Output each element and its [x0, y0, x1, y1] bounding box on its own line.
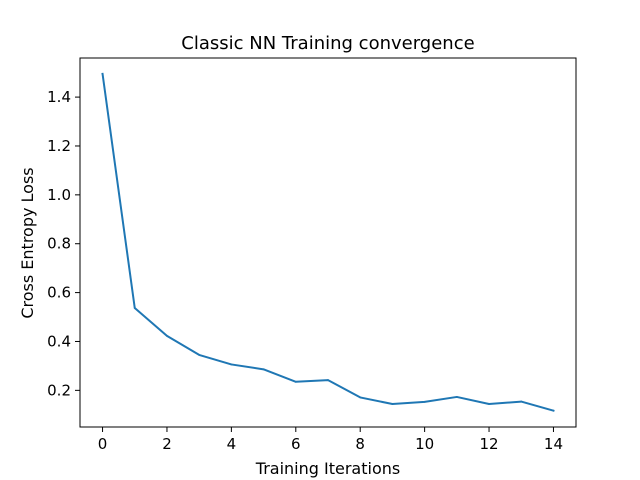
- chart-title: Classic NN Training convergence: [181, 33, 474, 54]
- data-point: [262, 368, 265, 371]
- data-point: [552, 409, 555, 412]
- y-tick-label: 0.4: [47, 332, 71, 350]
- y-tick-label: 1.0: [47, 186, 71, 204]
- data-point: [520, 400, 523, 403]
- data-point: [327, 379, 329, 381]
- data-point: [198, 354, 201, 356]
- y-axis: 0.2 0.4 0.6 0.8 1.0 1.2 1.4: [47, 88, 80, 399]
- data-point: [488, 403, 490, 405]
- x-tick-label: 6: [291, 435, 301, 453]
- x-tick-label: 2: [162, 435, 172, 453]
- x-tick-label: 10: [415, 435, 434, 453]
- x-tick-label: 14: [544, 435, 563, 453]
- x-axis-label: Training Iterations: [255, 459, 400, 478]
- plot-area: [101, 72, 555, 412]
- data-point: [166, 334, 168, 337]
- axes-frame: [79, 57, 577, 428]
- y-tick-label: 0.8: [47, 235, 71, 253]
- x-tick-label: 0: [98, 435, 108, 453]
- data-point: [294, 380, 297, 383]
- x-axis: 0 2 4 6 8 10 12 14: [98, 427, 563, 453]
- loss-line: [101, 72, 555, 412]
- y-tick-label: 1.4: [47, 88, 71, 106]
- y-tick-label: 0.6: [47, 284, 71, 302]
- y-tick-label: 1.2: [47, 137, 71, 155]
- y-axis-label: Cross Entropy Loss: [18, 167, 37, 318]
- y-tick-label: 0.2: [47, 381, 71, 399]
- x-tick-label: 12: [479, 435, 498, 453]
- data-point: [455, 396, 458, 398]
- x-tick-label: 4: [227, 435, 237, 453]
- data-point: [423, 400, 426, 403]
- data-point: [391, 403, 394, 405]
- data-point: [133, 307, 136, 309]
- data-point: [101, 72, 104, 75]
- x-tick-label: 8: [355, 435, 365, 453]
- data-point: [230, 363, 233, 366]
- data-point: [359, 396, 362, 399]
